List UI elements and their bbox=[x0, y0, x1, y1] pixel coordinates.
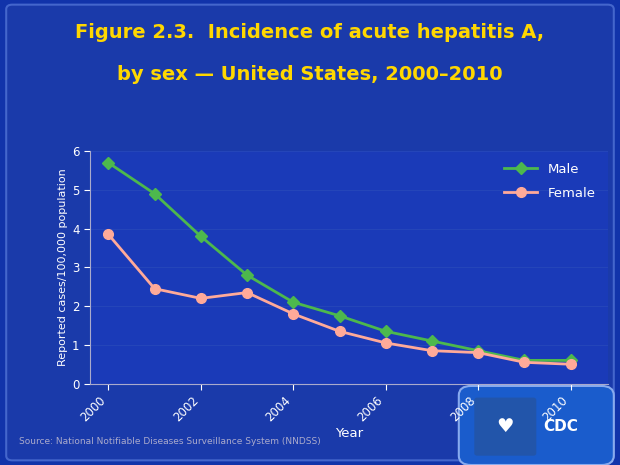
Female bbox=[151, 286, 158, 292]
Female bbox=[336, 329, 343, 334]
Text: by sex — United States, 2000–2010: by sex — United States, 2000–2010 bbox=[117, 65, 503, 84]
Text: Source: National Notifiable Diseases Surveillance System (NNDSS): Source: National Notifiable Diseases Sur… bbox=[19, 438, 321, 446]
Female bbox=[428, 348, 436, 353]
Female bbox=[197, 296, 205, 301]
Male bbox=[428, 338, 436, 344]
Female bbox=[521, 359, 528, 365]
Male bbox=[105, 160, 112, 166]
Text: Figure 2.3.  Incidence of acute hepatitis A,: Figure 2.3. Incidence of acute hepatitis… bbox=[76, 23, 544, 42]
Female bbox=[474, 350, 482, 355]
FancyBboxPatch shape bbox=[474, 398, 536, 456]
Male bbox=[474, 348, 482, 353]
Female bbox=[290, 311, 297, 317]
Male bbox=[382, 329, 389, 334]
Female bbox=[567, 361, 574, 367]
Female bbox=[105, 232, 112, 237]
Male bbox=[151, 191, 158, 197]
Text: CDC: CDC bbox=[544, 419, 578, 434]
Legend: Male, Female: Male, Female bbox=[499, 158, 601, 206]
FancyBboxPatch shape bbox=[6, 5, 614, 460]
Female bbox=[382, 340, 389, 346]
Male bbox=[567, 358, 574, 363]
Line: Female: Female bbox=[104, 230, 575, 369]
Male bbox=[290, 299, 297, 305]
Male bbox=[243, 272, 250, 278]
FancyBboxPatch shape bbox=[459, 386, 614, 465]
Y-axis label: Reported cases/100,000 population: Reported cases/100,000 population bbox=[58, 168, 68, 366]
Male bbox=[521, 358, 528, 363]
Text: ♥: ♥ bbox=[497, 417, 514, 436]
Female bbox=[243, 290, 250, 295]
Male bbox=[197, 233, 205, 239]
X-axis label: Year: Year bbox=[335, 427, 363, 440]
Male bbox=[336, 313, 343, 319]
Line: Male: Male bbox=[104, 159, 575, 365]
